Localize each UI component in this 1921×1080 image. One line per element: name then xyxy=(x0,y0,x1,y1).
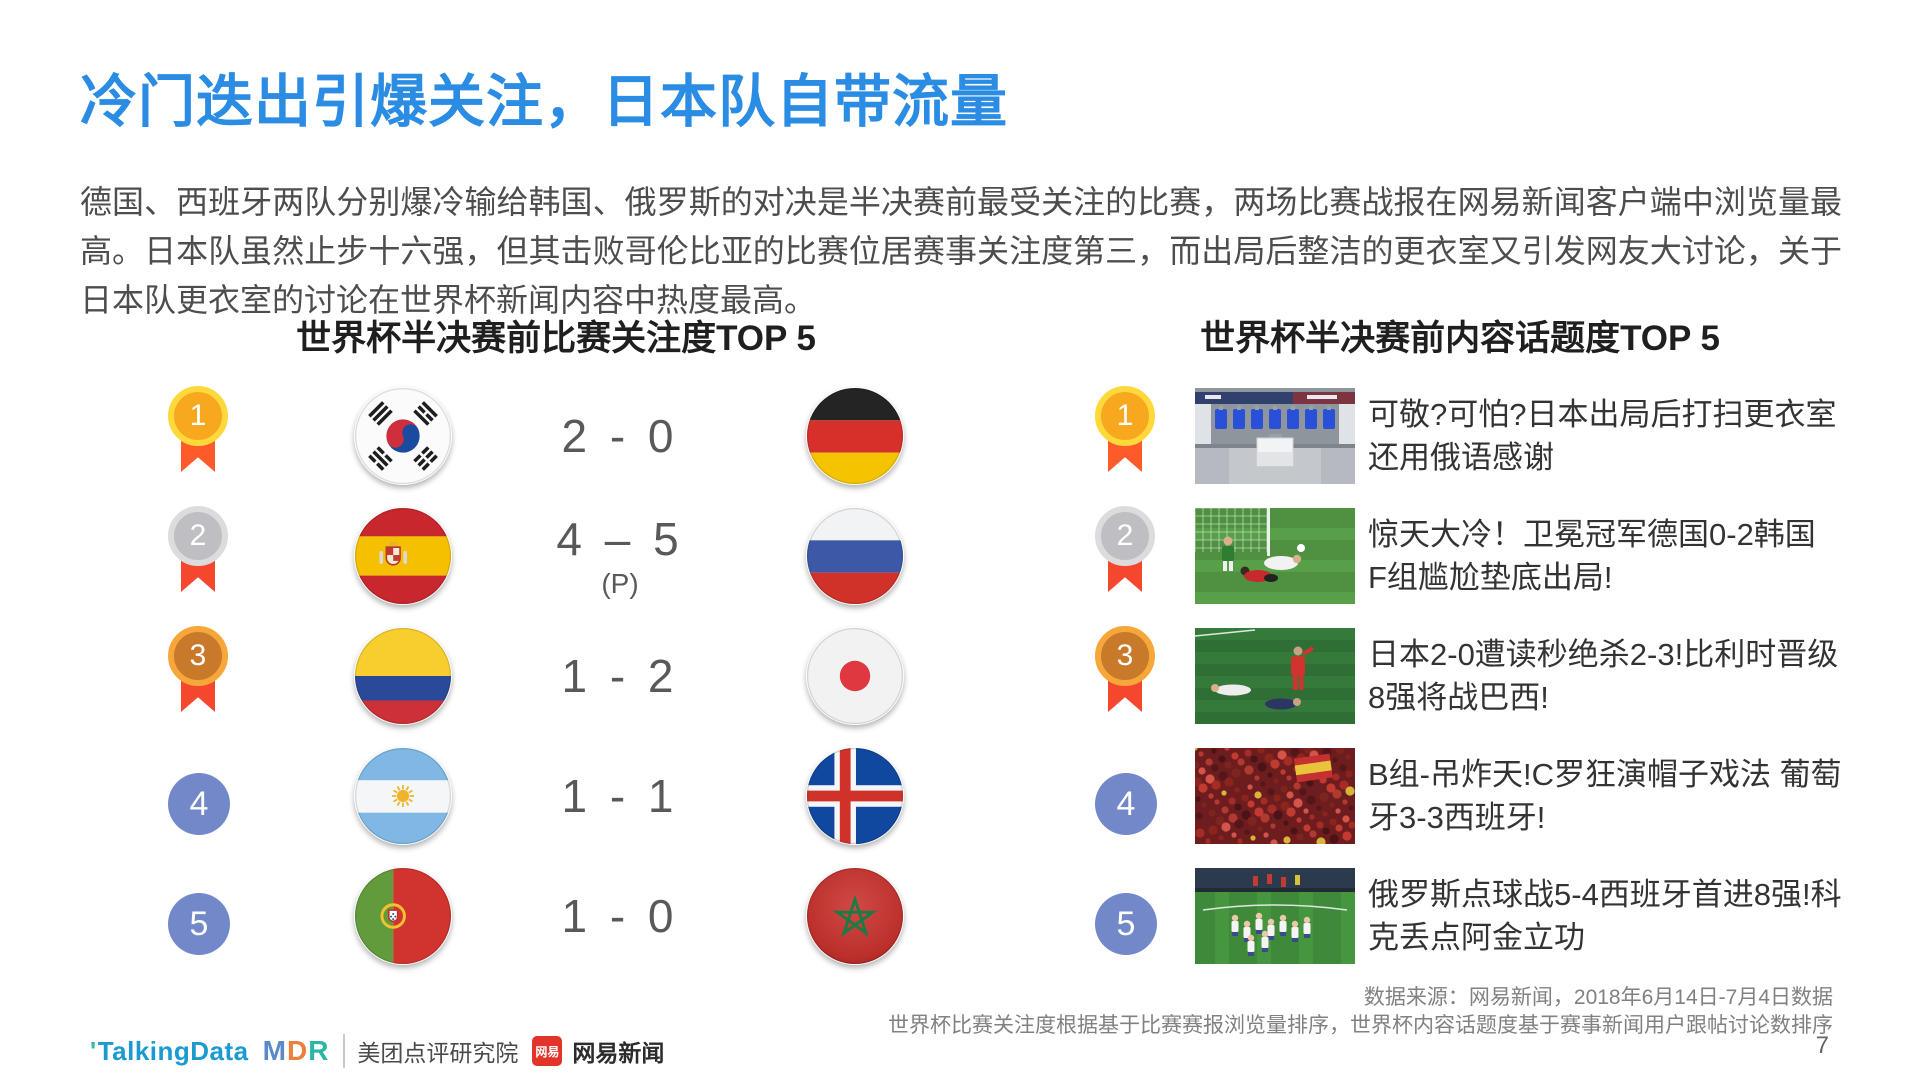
netease-logo-icon: 网易 xyxy=(532,1036,563,1066)
flag-de-icon xyxy=(806,387,904,485)
flag-es-icon xyxy=(354,507,452,605)
footnotes: 数据来源：网易新闻，2018年6月14日-7月4日数据 世界杯比赛关注度根据基于… xyxy=(888,984,1833,1040)
match-score: 1 - 1 xyxy=(561,770,679,822)
methodology-note: 世界杯比赛关注度根据基于比赛赛报浏览量排序，世界杯内容话题度基于赛事新闻用户跟帖… xyxy=(888,1014,1833,1037)
rank-2-medal: 2 xyxy=(1095,506,1155,606)
rank-4-badge: 4 xyxy=(168,773,230,835)
rank-5-badge: 5 xyxy=(1095,893,1157,955)
penalty-note: (P) xyxy=(601,568,639,599)
data-source-note: 数据来源：网易新闻，2018年6月14日-7月4日数据 xyxy=(1363,986,1833,1009)
match-row: 2 4 – 5 (P) xyxy=(0,496,1921,616)
news-photo-portugal-spain-crowd xyxy=(1195,748,1355,844)
flag-pt-icon xyxy=(354,867,452,965)
news-photo-germany-korea-goal xyxy=(1195,508,1355,604)
footer-logos: TalkingData MDR 美团点评研究院 网易 网易新闻 xyxy=(90,1034,664,1068)
flag-ar-icon xyxy=(354,747,452,845)
netease-news-label: 网易新闻 xyxy=(572,1040,665,1066)
rank-1-medal: 1 xyxy=(1095,386,1155,486)
rank-3-medal: 3 xyxy=(168,626,228,726)
match-score: 2 - 0 xyxy=(561,410,679,462)
match-row: 4 1 - 1 xyxy=(0,736,1921,856)
meituan-dianping-institute-label: 美团点评研究院 xyxy=(343,1034,518,1068)
news-headline: 惊天大冷！卫冕冠军德国0-2韩国 F组尴尬垫底出局! xyxy=(1368,517,1816,595)
topic-row: 3 日本2-0遭读秒绝杀2-3!比利时晋级8强将战巴西! xyxy=(0,616,1921,736)
topic-row: 5 xyxy=(0,856,1921,976)
news-headline: 俄罗斯点球战5-4西班牙首进8强!科克丢点阿金立功 xyxy=(1368,877,1842,955)
rank-1-medal: 1 xyxy=(168,386,228,486)
talkingdata-logo: TalkingData xyxy=(90,1036,249,1067)
topic-row: 4 B组-吊炸天!C罗狂演帽子戏法 葡萄牙3-3西班牙! xyxy=(0,736,1921,856)
news-headline: 可敬?可怕?日本出局后打扫更衣室 还用俄语感谢 xyxy=(1368,397,1837,475)
news-headline: 日本2-0遭读秒绝杀2-3!比利时晋级8强将战巴西! xyxy=(1368,637,1839,715)
rank-2-medal: 2 xyxy=(168,506,228,606)
flag-kr-icon xyxy=(354,387,452,485)
news-photo-japan-locker-room xyxy=(1195,388,1355,484)
flag-is-icon xyxy=(806,747,904,845)
flag-jp-icon xyxy=(806,627,904,725)
content-topic-header: 世界杯半决赛前内容话题度TOP 5 xyxy=(1200,319,1720,358)
news-photo-russia-spain-celebration xyxy=(1195,868,1355,964)
match-attention-header: 世界杯半决赛前比赛关注度TOP 5 xyxy=(296,319,816,358)
page-number: 7 xyxy=(1815,1032,1829,1059)
mdr-logo: MDR xyxy=(262,1035,330,1066)
topic-row: 2 惊天大冷！卫冕冠军德国0-2韩国 F组尴尬垫底出局! xyxy=(0,496,1921,616)
match-row: 1 2 - 0 xyxy=(0,376,1921,496)
match-score: 1 - 0 xyxy=(561,890,679,942)
match-score: 4 – 5 (P) xyxy=(556,513,684,599)
news-headline: B组-吊炸天!C罗狂演帽子戏法 葡萄牙3-3西班牙! xyxy=(1368,757,1842,835)
page-title: 冷门迭出引爆关注，日本队自带流量 xyxy=(80,70,1008,134)
intro-paragraph: 德国、西班牙两队分别爆冷输给韩国、俄罗斯的对决是半决赛前最受关注的比赛，两场比赛… xyxy=(80,184,1842,318)
match-row: 3 1 - 2 xyxy=(0,616,1921,736)
flag-co-icon xyxy=(354,627,452,725)
rank-4-badge: 4 xyxy=(1095,773,1157,835)
flag-ru-icon xyxy=(806,507,904,605)
rank-3-medal: 3 xyxy=(1095,626,1155,726)
topic-row: 1 可敬?可怕?日本出局后打扫更 xyxy=(0,376,1921,496)
news-photo-japan-belgium-pitch xyxy=(1195,628,1355,724)
rank-5-badge: 5 xyxy=(168,893,230,955)
flag-ma-icon xyxy=(806,867,904,965)
match-row: 5 1 - 0 xyxy=(0,856,1921,976)
match-score: 1 - 2 xyxy=(561,650,679,702)
